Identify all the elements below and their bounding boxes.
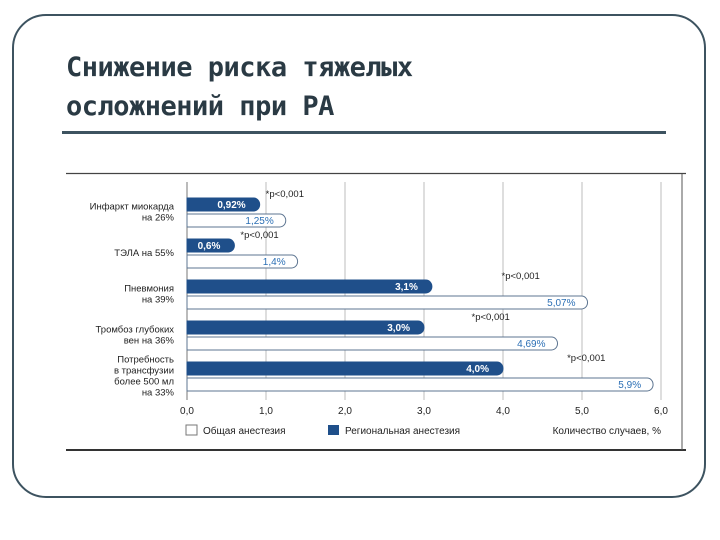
bar-value-label: 1,4% bbox=[263, 257, 286, 268]
title-line-1: Снижение риска тяжелых bbox=[66, 52, 413, 83]
slide-frame bbox=[12, 14, 706, 498]
bar-value-label: 0,92% bbox=[217, 200, 245, 211]
slide-title: Снижение риска тяжелых осложнений при РА bbox=[66, 48, 626, 126]
p-value-annotation: *p<0,001 bbox=[502, 271, 540, 282]
category-label: Тромбоз глубоких bbox=[96, 325, 175, 336]
bar-value-label: 3,1% bbox=[395, 282, 418, 293]
category-label: вен на 36% bbox=[124, 336, 175, 347]
bar-value-label: 5,9% bbox=[618, 380, 641, 391]
category-label: Пневмония bbox=[124, 284, 174, 295]
x-tick-label: 0,0 bbox=[180, 406, 194, 417]
p-value-annotation: *p<0,001 bbox=[266, 189, 304, 200]
bar-value-label: 1,25% bbox=[245, 216, 273, 227]
bar-general-anesthesia bbox=[186, 377, 654, 392]
title-underline bbox=[62, 131, 666, 134]
legend-swatch-general bbox=[185, 424, 198, 436]
x-axis-title: Количество случаев, % bbox=[553, 426, 662, 437]
bar-general-anesthesia bbox=[186, 254, 299, 269]
bar-regional-anesthesia bbox=[186, 238, 235, 253]
bar-general-anesthesia bbox=[186, 336, 559, 351]
bar-regional-anesthesia bbox=[186, 279, 433, 294]
bar-general-anesthesia bbox=[186, 295, 589, 310]
x-tick-label: 1,0 bbox=[259, 406, 273, 417]
bar-value-label: 5,07% bbox=[547, 298, 575, 309]
title-line-2: осложнений при РА bbox=[66, 91, 334, 122]
bar-regional-anesthesia bbox=[186, 197, 261, 212]
x-tick-label: 3,0 bbox=[417, 406, 431, 417]
bar-regional-anesthesia bbox=[186, 320, 425, 335]
category-label: в трансфузии bbox=[114, 366, 174, 377]
legend-swatch-regional bbox=[328, 425, 339, 435]
bar-value-label: 0,6% bbox=[198, 241, 221, 252]
category-label: на 33% bbox=[142, 388, 175, 399]
bar-value-label: 4,0% bbox=[466, 364, 489, 375]
legend-label: Общая анестезия bbox=[203, 425, 286, 437]
category-label: ТЭЛА на 55% bbox=[114, 248, 174, 259]
p-value-annotation: *p<0,001 bbox=[472, 312, 510, 323]
category-label: Инфаркт миокарда bbox=[90, 202, 175, 213]
x-tick-label: 5,0 bbox=[575, 406, 589, 417]
p-value-annotation: *p<0,001 bbox=[567, 353, 605, 364]
x-tick-label: 4,0 bbox=[496, 406, 510, 417]
legend-label: Региональная анестезия bbox=[345, 426, 460, 437]
chart-container: 0,0 1,0 2,0 3,0 4,0 5,0 6,0 Инфаркт миокарда на … bbox=[66, 172, 686, 454]
category-label: на 26% bbox=[142, 213, 175, 224]
x-tick-label: 6,0 bbox=[654, 406, 668, 417]
x-tick-label: 2,0 bbox=[338, 406, 352, 417]
bar-value-label: 4,69% bbox=[517, 339, 545, 350]
category-label: на 39% bbox=[142, 295, 175, 306]
bar-regional-anesthesia bbox=[186, 361, 504, 376]
category-label: более 500 мл bbox=[114, 377, 174, 388]
p-value-annotation: *p<0,001 bbox=[240, 230, 278, 241]
category-label: Потребность bbox=[117, 355, 174, 366]
bar-general-anesthesia bbox=[186, 213, 287, 228]
bar-value-label: 3,0% bbox=[387, 323, 410, 334]
